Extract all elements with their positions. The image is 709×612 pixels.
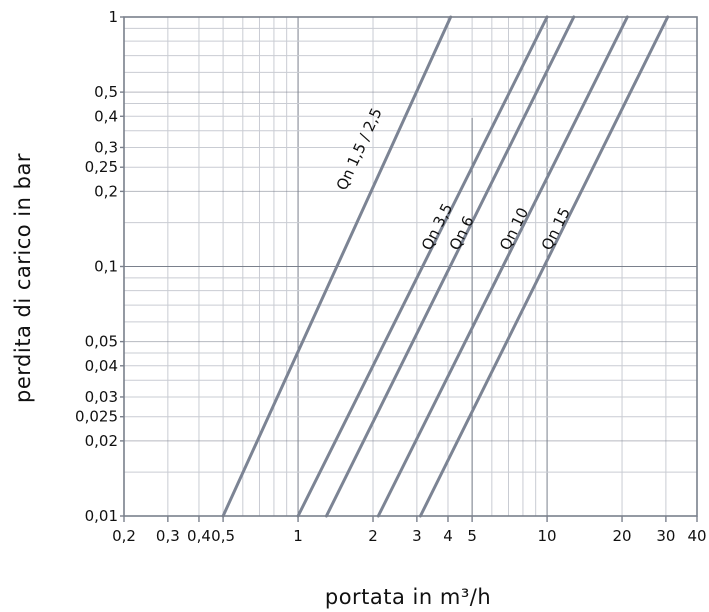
x-tick-label: 20 <box>612 527 631 545</box>
chart-tick-labels: 0,2 0,3 0,4 0,5 1 2 3 4 5 10 20 30 400,010,020,0250,… <box>75 8 707 545</box>
series-label-4: Qn 10 <box>496 205 532 253</box>
x-tick-label: 1 <box>293 527 303 545</box>
y-axis-title: perdita di carico in bar <box>11 153 35 403</box>
series-line-5 <box>418 15 670 518</box>
y-tick-label: 0,05 <box>85 333 118 351</box>
x-tick-label: 4 <box>443 527 453 545</box>
y-tick-label: 0,3 <box>94 138 118 156</box>
x-tick-label: 10 <box>538 527 557 545</box>
chart-series-labels: Qn 1,5 / 2,5Qn 3,5Qn 6 Qn 10 Qn 15 <box>333 105 574 253</box>
y-tick-label: 0,1 <box>94 258 118 276</box>
series-line-2 <box>296 15 549 518</box>
y-tick-label: 0,025 <box>75 408 118 426</box>
y-tick-label: 1 <box>108 8 118 26</box>
x-tick-label: 30 <box>656 527 675 545</box>
y-tick-label: 0,01 <box>85 507 118 525</box>
y-tick-label: 0,02 <box>85 432 118 450</box>
x-tick-label: 2 <box>368 527 378 545</box>
x-tick-label: 5 <box>467 527 477 545</box>
y-tick-label: 0,4 <box>94 107 118 125</box>
x-tick-label: 0,3 <box>156 527 180 545</box>
y-tick-label: 0,04 <box>85 357 118 375</box>
x-tick-label: 3 <box>412 527 422 545</box>
series-line-1 <box>221 15 453 518</box>
series-line-4 <box>376 15 629 518</box>
x-axis-title: portata in m³/h <box>325 585 491 609</box>
series-line-3 <box>324 15 576 518</box>
x-tick-label: 0,2 <box>112 527 136 545</box>
y-tick-label: 0,2 <box>94 182 118 200</box>
y-tick-label: 0,03 <box>85 388 118 406</box>
y-tick-label: 0,25 <box>85 158 118 176</box>
chart-grid <box>123 16 698 517</box>
chart-series <box>221 15 670 518</box>
series-label-5: Qn 15 <box>538 205 574 253</box>
x-tick-label: 40 <box>687 527 706 545</box>
x-tick-label: 0,5 <box>211 527 235 545</box>
y-tick-label: 0,5 <box>94 83 118 101</box>
x-tick-label: 0,4 <box>187 527 211 545</box>
